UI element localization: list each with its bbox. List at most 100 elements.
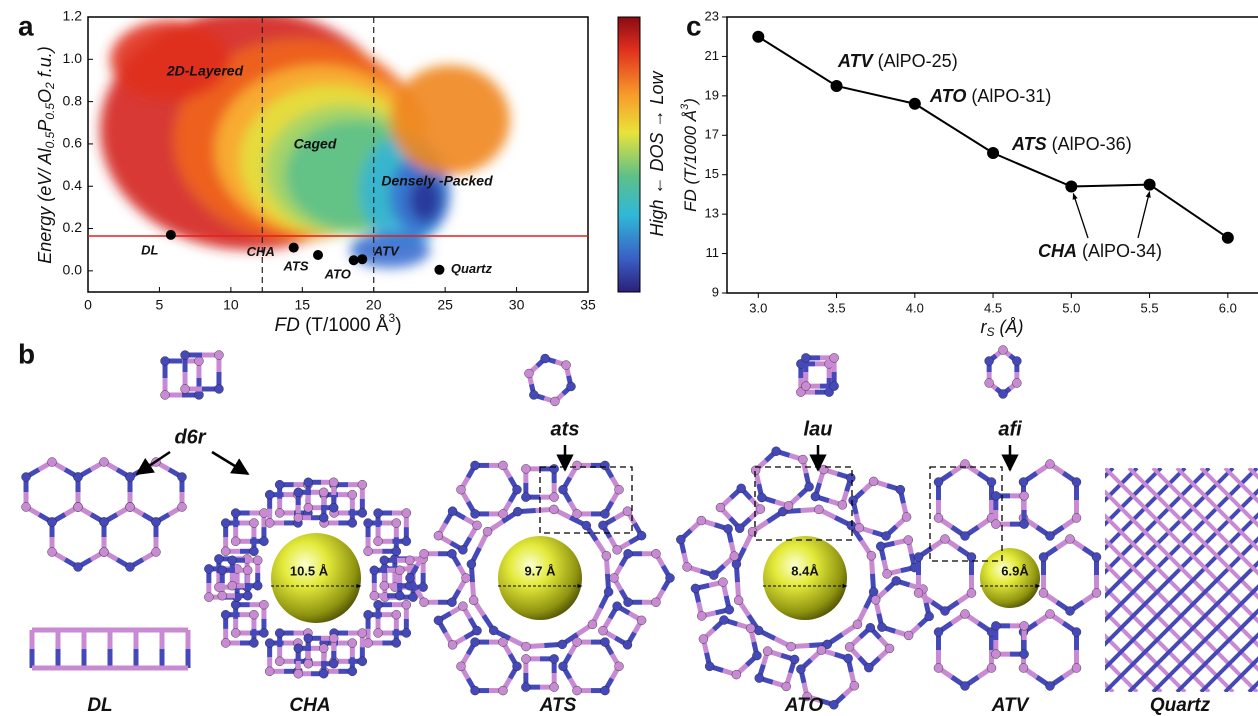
atom <box>549 464 559 474</box>
atom <box>227 581 237 591</box>
density-blobs <box>100 17 510 268</box>
atom <box>151 517 161 527</box>
atom <box>220 610 231 620</box>
text-part: P <box>35 120 55 132</box>
x-tick-label: 30 <box>509 297 525 313</box>
atom <box>822 639 832 650</box>
atom <box>829 381 839 391</box>
annotation: ATV (AlPO-25) <box>837 51 958 71</box>
highlight-box <box>539 466 633 534</box>
atom <box>373 536 383 546</box>
arrow <box>135 450 171 476</box>
annotation-arrow <box>1137 190 1151 239</box>
bond <box>1175 608 1258 692</box>
structure-label: Quartz <box>1150 695 1211 716</box>
atom <box>293 669 303 679</box>
x-tick-label: 25 <box>437 297 453 313</box>
atom <box>895 484 906 495</box>
atom <box>470 460 480 471</box>
atom <box>249 610 259 620</box>
atom <box>1018 477 1029 487</box>
atom <box>249 546 259 556</box>
atom <box>401 536 412 546</box>
atom <box>881 531 891 541</box>
y-axis-label: FD (T/1000 Å3) <box>679 98 701 212</box>
atom <box>960 531 970 541</box>
atom <box>1038 588 1049 598</box>
atom <box>47 547 57 557</box>
atom <box>986 477 997 487</box>
atom <box>549 654 559 664</box>
pore-size: 9.7 Å <box>524 563 556 578</box>
atom <box>498 460 508 471</box>
text-part: 0.5 <box>43 131 57 148</box>
text-part: 3 <box>679 103 691 110</box>
atom <box>715 502 726 513</box>
atom <box>754 673 764 683</box>
atom <box>470 685 480 696</box>
annotation: ATS (AlPO-36) <box>1011 134 1132 154</box>
atom <box>329 633 339 643</box>
x-tick-label: 4.5 <box>984 300 1002 315</box>
atom <box>521 682 531 692</box>
atom <box>991 491 1001 501</box>
quartz-lattice <box>1105 468 1258 692</box>
text-part: ATO <box>929 86 966 106</box>
point-label: Quartz <box>451 261 493 276</box>
atom <box>991 649 1001 659</box>
atom <box>230 628 241 638</box>
atom <box>753 625 764 636</box>
atom <box>249 518 259 528</box>
y-tick-label: 0.8 <box>63 92 83 108</box>
atom <box>940 606 950 616</box>
atom <box>482 526 493 537</box>
y-tick-label: 0.2 <box>63 219 83 235</box>
text-part: ATS <box>1011 134 1047 154</box>
point-label: DL <box>141 242 158 257</box>
y-tick-label: 0.0 <box>63 262 83 278</box>
atom <box>991 621 1001 631</box>
atom <box>829 353 839 363</box>
atom <box>357 656 368 667</box>
atom <box>521 654 531 664</box>
atom <box>73 472 83 482</box>
atom <box>357 508 368 518</box>
atom <box>379 555 389 565</box>
text-part: ) <box>681 98 700 106</box>
atom <box>783 501 794 511</box>
atom <box>529 390 539 400</box>
text-part: (AlPO-25) <box>878 51 958 71</box>
atom <box>347 489 358 500</box>
atom <box>600 460 610 471</box>
atom <box>1071 663 1082 673</box>
atom <box>391 638 402 648</box>
pore-sphere <box>498 536 582 620</box>
atom <box>160 356 170 366</box>
pore-size: 10.5 Å <box>290 563 329 578</box>
pore-sphere <box>980 548 1040 608</box>
atom <box>405 555 415 565</box>
atom <box>891 576 901 586</box>
region-label: Caged <box>294 136 337 152</box>
atom <box>549 492 559 502</box>
atom <box>636 530 647 541</box>
atom <box>903 630 914 641</box>
colorbar-label: High ← DOS → Low <box>647 70 667 236</box>
atom <box>227 555 237 565</box>
atom <box>801 353 811 363</box>
atom <box>1018 663 1029 673</box>
atom <box>274 479 285 490</box>
atom <box>846 520 857 531</box>
atom <box>696 515 707 526</box>
atom <box>1065 606 1075 616</box>
atom <box>816 645 827 655</box>
atom <box>319 643 329 653</box>
data-point <box>1143 178 1156 191</box>
atom <box>293 643 303 653</box>
x-tick-label: 10 <box>223 297 239 313</box>
atom <box>303 633 313 643</box>
point-label: CHA <box>247 244 275 259</box>
atom <box>419 549 429 559</box>
atom <box>395 591 405 601</box>
atom <box>870 595 881 605</box>
